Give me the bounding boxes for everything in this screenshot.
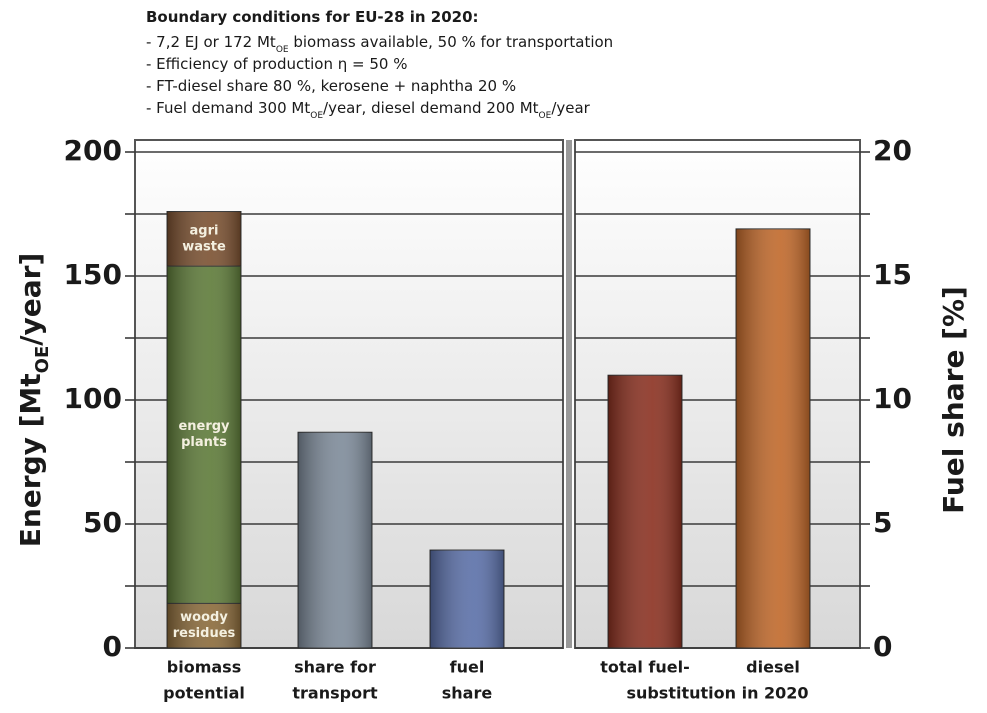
y-tick-label: 50 (83, 506, 122, 539)
header-line-part: - 7,2 EJ or 172 Mt (146, 33, 276, 51)
header-line-part: /year (551, 99, 590, 117)
x-tick-label: share (442, 684, 493, 703)
x-tick-label: biomass (167, 658, 241, 677)
header-line-part: - Efficiency of production η = 50 % (146, 55, 407, 73)
bar-shade (736, 228, 810, 648)
y-tick-label: 15 (873, 258, 912, 291)
header-line-sub: OE (539, 111, 552, 121)
header-line: - 7,2 EJ or 172 MtOE biomass available, … (146, 33, 613, 55)
x-tick-label: total fuel- (600, 658, 689, 677)
bar-shade (298, 432, 372, 648)
header-line-sub: OE (276, 45, 289, 55)
bar-shade (608, 375, 682, 648)
segment-label: woody (180, 610, 228, 625)
header-line-part: - Fuel demand 300 Mt (146, 99, 310, 117)
header-line: - FT-diesel share 80 %, kerosene + napht… (146, 77, 516, 95)
y-tick-label: 200 (64, 134, 122, 167)
segment-label: agri (190, 223, 219, 238)
bar-shade (167, 211, 241, 267)
bar-shade (167, 603, 241, 648)
y-tick-label: 20 (873, 134, 912, 167)
header-line-sub: OE (310, 111, 323, 121)
y-tick-label: 0 (103, 630, 122, 663)
y-axis-label: Energy [MtOE/year] (14, 253, 53, 548)
y-axis-label-part: Energy [Mt (14, 373, 47, 547)
segment-label: waste (182, 239, 226, 254)
x-tick-label: potential (163, 684, 245, 703)
y-axis-label: Fuel share [%] (937, 286, 970, 514)
y-tick-label: 0 (873, 630, 892, 663)
x-tick-label: diesel (746, 658, 800, 677)
y-axis-label-part: /year] (14, 253, 47, 346)
bar-shade (430, 550, 504, 648)
bar-shade (167, 266, 241, 604)
y-tick-label: 5 (873, 506, 892, 539)
segment-label: residues (173, 626, 236, 641)
x-tick-label: substitution in 2020 (626, 684, 808, 703)
header-line: - Efficiency of production η = 50 % (146, 55, 407, 73)
y-tick-label: 10 (873, 382, 912, 415)
header-line: - Fuel demand 300 MtOE/year, diesel dema… (146, 99, 591, 121)
x-tick-label: transport (292, 684, 378, 703)
x-tick-label: share for (294, 658, 376, 677)
y-axis-label-sub: OE (32, 346, 53, 374)
header-line-part: /year, diesel demand 200 Mt (323, 99, 539, 117)
y-axis-label-part: Fuel share [%] (937, 286, 970, 514)
y-tick-label: 100 (64, 382, 122, 415)
header-line-part: - FT-diesel share 80 %, kerosene + napht… (146, 77, 516, 95)
segment-label: plants (181, 435, 227, 450)
x-tick-label: fuel (450, 658, 485, 677)
segment-label: energy (178, 419, 230, 434)
header-line-part: biomass available, 50 % for transportati… (289, 33, 614, 51)
header-title: Boundary conditions for EU-28 in 2020: (146, 8, 479, 26)
y-tick-label: 150 (64, 258, 122, 291)
